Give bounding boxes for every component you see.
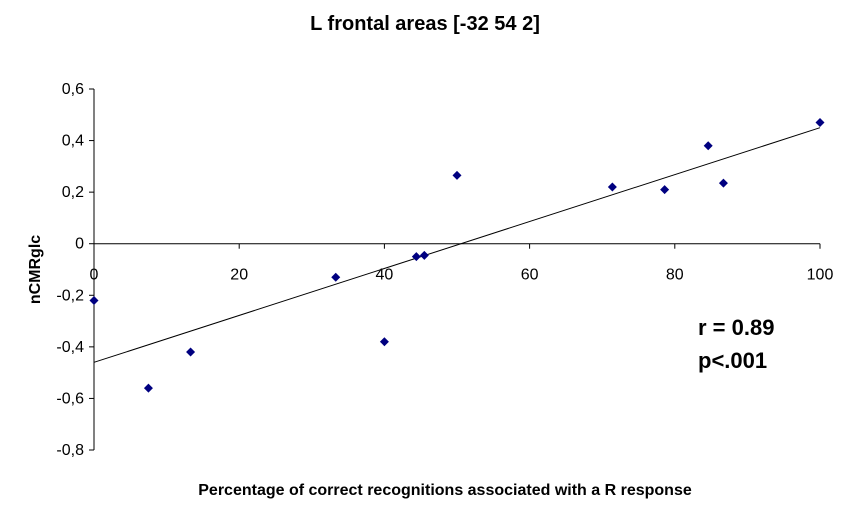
- y-tick-label: -0,2: [56, 287, 84, 304]
- chart-title: L frontal areas [-32 54 2]: [310, 13, 540, 35]
- y-tick-label: 0,4: [62, 133, 84, 150]
- x-tick-label: 60: [521, 267, 539, 284]
- y-tick-label: -0,6: [56, 390, 84, 407]
- x-tick-label: 20: [230, 267, 248, 284]
- data-point: [186, 347, 196, 357]
- data-point: [452, 170, 462, 180]
- data-point: [331, 272, 341, 282]
- x-tick-label: 0: [90, 267, 99, 284]
- x-tick-label: 100: [807, 267, 834, 284]
- data-point: [703, 141, 713, 151]
- data-point: [411, 252, 421, 262]
- p-value-annotation: p<.001: [698, 348, 767, 373]
- data-point: [379, 337, 389, 347]
- data-point: [718, 178, 728, 188]
- x-tick-label: 40: [376, 267, 394, 284]
- y-tick-label: 0: [75, 236, 84, 253]
- y-tick-label: 0,2: [62, 184, 84, 201]
- y-tick-label: -0,4: [56, 339, 84, 356]
- y-axis-title: nCMRglc: [27, 235, 44, 304]
- x-tick-label: 80: [666, 267, 684, 284]
- y-tick-label: -0,8: [56, 442, 84, 459]
- data-point: [419, 250, 429, 260]
- data-point: [660, 185, 670, 195]
- y-tick-label: 0,6: [62, 81, 84, 98]
- data-point: [607, 182, 617, 192]
- data-point: [143, 383, 153, 393]
- correlation-r-annotation: r = 0.89: [698, 315, 774, 340]
- x-axis-title: Percentage of correct recognitions assoc…: [198, 482, 692, 499]
- data-point: [89, 295, 99, 305]
- trendline: [93, 127, 821, 363]
- data-point: [815, 118, 825, 128]
